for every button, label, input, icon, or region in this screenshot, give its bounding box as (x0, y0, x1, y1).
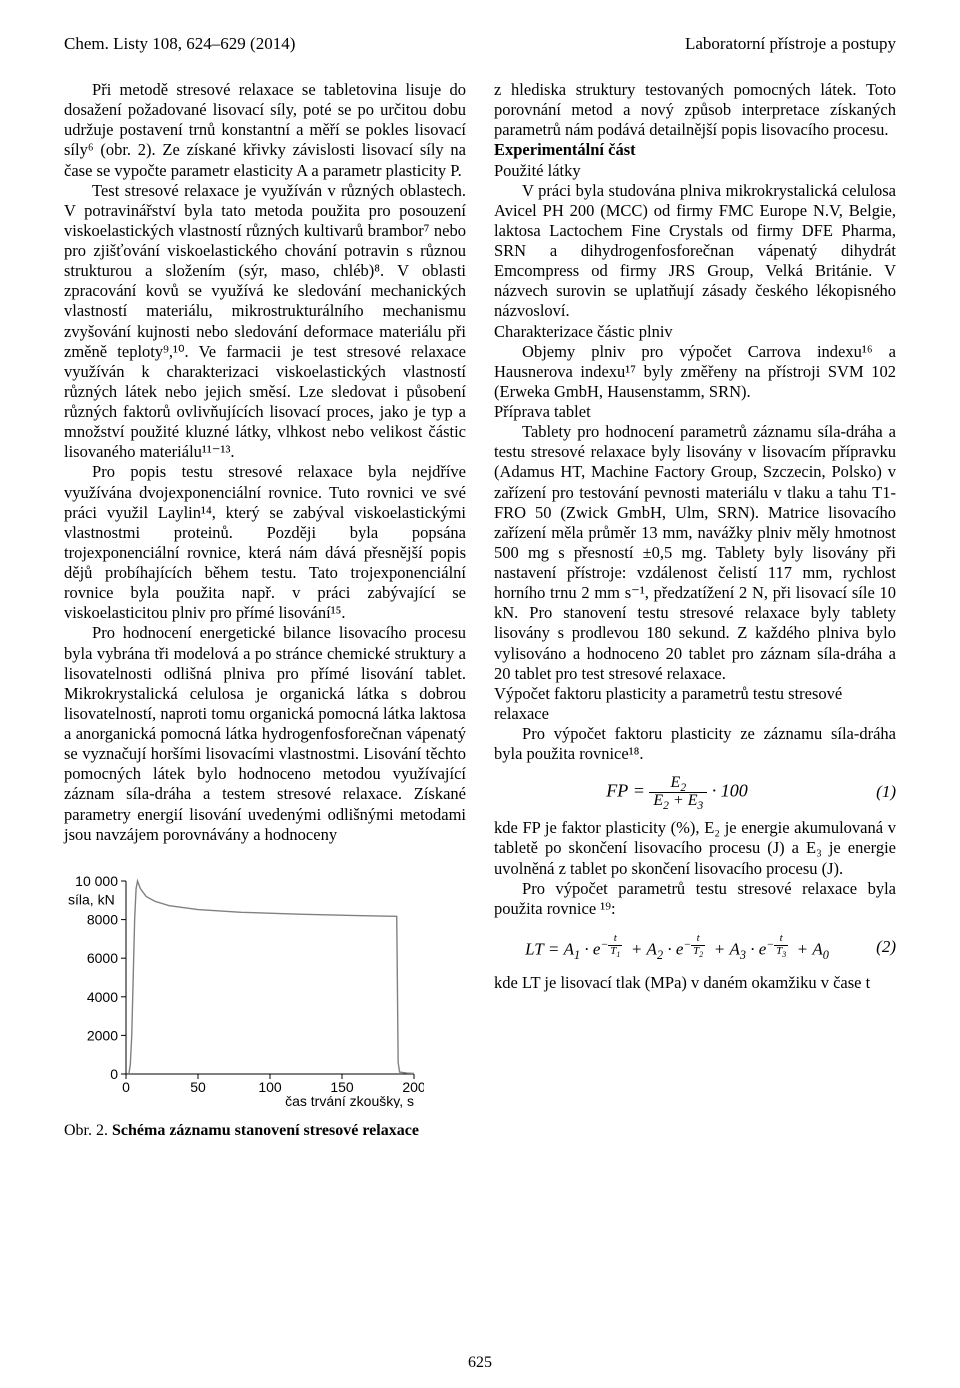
p-calc4: kde LT je lisovací tlak (MPa) v daném ok… (494, 973, 896, 993)
p-calc2: kde FP je faktor plasticity (%), E₂ je e… (494, 818, 896, 878)
svg-text:0: 0 (122, 1079, 130, 1095)
equation-1-number: (1) (860, 782, 896, 803)
subhead-preparation: Příprava tablet (494, 402, 896, 422)
p-characterization: Objemy plniv pro výpočet Carrova indexu¹… (494, 342, 896, 402)
subhead-materials: Použité látky (494, 161, 896, 181)
equation-2-number: (2) (860, 937, 896, 958)
chart-caption: Obr. 2. Schéma záznamu stanovení stresov… (64, 1121, 466, 1141)
p-preparation: Tablety pro hodnocení parametrů záznamu … (494, 422, 896, 684)
page-number: 625 (0, 1354, 960, 1372)
left-p1: Při metodě stresové relaxace se tabletov… (64, 80, 466, 181)
right-column: z hlediska struktury testovaných pomocný… (494, 80, 896, 1140)
svg-text:2000: 2000 (87, 1027, 118, 1043)
p-calc3: Pro výpočet parametrů testu stresové rel… (494, 879, 896, 919)
svg-text:8000: 8000 (87, 911, 118, 927)
columns: Při metodě stresové relaxace se tabletov… (64, 80, 896, 1140)
svg-text:0: 0 (110, 1066, 118, 1082)
left-p3: Pro popis testu stresové relaxace byla n… (64, 462, 466, 623)
left-p2: Test stresové relaxace je využíván v růz… (64, 181, 466, 463)
svg-text:50: 50 (190, 1079, 206, 1095)
svg-text:10 000: 10 000 (75, 873, 118, 889)
page: Chem. Listy 108, 624–629 (2014) Laborato… (0, 0, 960, 1388)
left-column: Při metodě stresové relaxace se tabletov… (64, 80, 466, 1140)
svg-text:síla, kN: síla, kN (68, 891, 115, 907)
header-right: Laboratorní přístroje a postupy (685, 34, 896, 54)
equation-1-row: FP = E2E2 + E3 · 100 (1) (494, 772, 896, 812)
svg-text:100: 100 (258, 1079, 282, 1095)
subhead-characterization: Charakterizace částic plniv (494, 322, 896, 342)
svg-text:6000: 6000 (87, 950, 118, 966)
p-calc1: Pro výpočet faktoru plasticity ze záznam… (494, 724, 896, 764)
svg-text:čas trvání zkoušky, s: čas trvání zkoušky, s (285, 1093, 414, 1108)
subhead-calculation: Výpočet faktoru plasticity a parametrů t… (494, 684, 896, 724)
header-left: Chem. Listy 108, 624–629 (2014) (64, 34, 295, 54)
equation-2-row: LT = A1 · e−tT1 + A2 · e−tT2 + A3 · e−tT… (494, 927, 896, 967)
equation-1: FP = E2E2 + E3 · 100 (494, 775, 860, 810)
running-header: Chem. Listy 108, 624–629 (2014) Laborato… (64, 34, 896, 54)
svg-text:4000: 4000 (87, 989, 118, 1005)
section-experimental: Experimentální část (494, 140, 896, 160)
stress-relax-chart: 0200040006000800010 000050100150200síla,… (64, 873, 424, 1108)
caption-bold: Schéma záznamu stanovení stresové relaxa… (112, 1122, 419, 1139)
caption-prefix: Obr. 2. (64, 1122, 112, 1139)
left-p4: Pro hodnocení energetické bilance lisova… (64, 623, 466, 844)
p-materials: V práci byla studována plniva mikrokryst… (494, 181, 896, 322)
equation-2: LT = A1 · e−tT1 + A2 · e−tT2 + A3 · e−tT… (494, 933, 860, 960)
right-p1: z hlediska struktury testovaných pomocný… (494, 80, 896, 140)
chart-block: 0200040006000800010 000050100150200síla,… (64, 873, 466, 1141)
